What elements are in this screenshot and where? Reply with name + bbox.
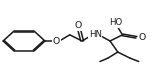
Text: O: O xyxy=(75,21,82,30)
Text: HN: HN xyxy=(89,30,102,39)
Text: O: O xyxy=(53,36,60,46)
Text: O: O xyxy=(138,33,146,42)
Text: HO: HO xyxy=(110,18,123,27)
